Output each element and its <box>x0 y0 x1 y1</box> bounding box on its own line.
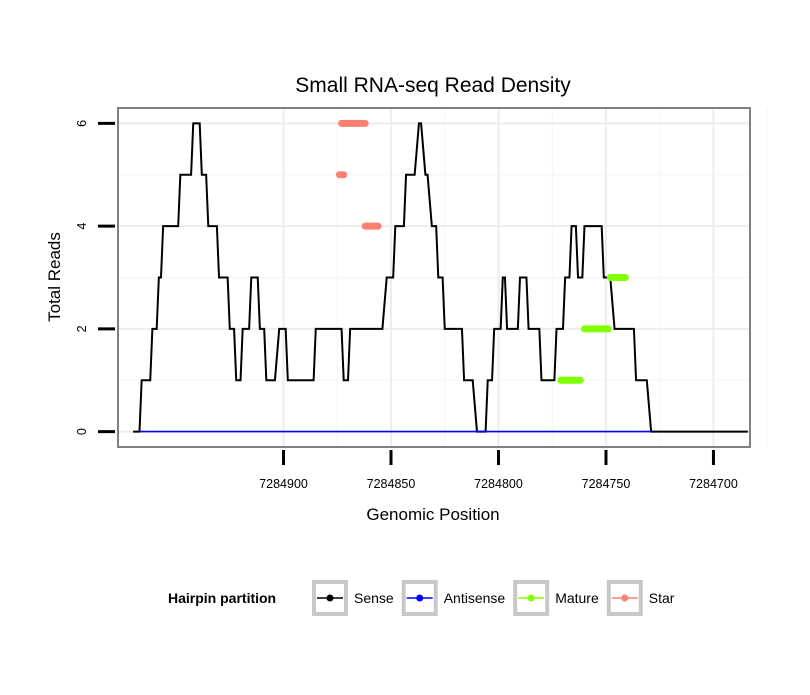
legend: Hairpin partition Sense Antisense Mature St… <box>168 580 675 616</box>
y-tick-label: 0 <box>75 428 89 435</box>
legend-title: Hairpin partition <box>168 590 276 606</box>
x-tick-label: 7284800 <box>474 477 523 491</box>
legend-label-star: Star <box>649 590 675 606</box>
legend-key-dot <box>416 594 424 602</box>
chart-title: Small RNA-seq Read Density <box>295 74 571 97</box>
x-tick-label: 7284750 <box>582 477 631 491</box>
x-tick-label: 7284900 <box>259 477 308 491</box>
legend-label-mature: Mature <box>555 590 599 606</box>
axis-layer: 0 2 4 6 7284900 7284850 7284800 7284750 7284700 <box>75 120 738 491</box>
series-layer <box>133 119 748 433</box>
y-axis-title: Total Reads <box>45 232 64 322</box>
y-tick-label: 4 <box>75 223 89 230</box>
x-tick-label: 7284700 <box>689 477 738 491</box>
legend-items: Sense Antisense Mature Star <box>312 580 675 616</box>
y-tick-label: 2 <box>75 325 89 332</box>
legend-key-dot <box>621 594 629 602</box>
plot-panel-border <box>117 107 751 448</box>
y-tick-label: 6 <box>75 120 89 127</box>
series-sense-line <box>133 122 748 433</box>
legend-label-antisense: Antisense <box>444 590 506 606</box>
legend-key-dot <box>326 594 334 602</box>
legend-label-sense: Sense <box>354 590 394 606</box>
x-tick-label: 7284850 <box>367 477 416 491</box>
legend-key-dot <box>527 594 535 602</box>
x-axis-title: Genomic Position <box>366 505 499 524</box>
